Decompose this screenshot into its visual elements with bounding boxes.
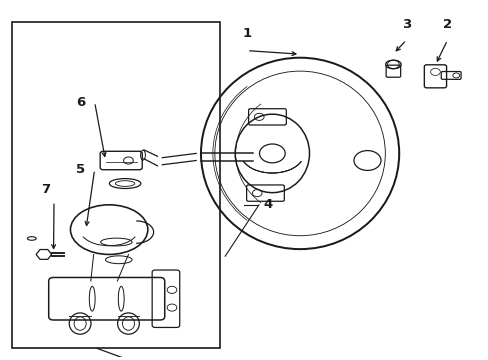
Bar xyxy=(12,22,220,348)
Text: 5: 5 xyxy=(76,163,85,176)
Text: 4: 4 xyxy=(264,198,272,211)
Text: 7: 7 xyxy=(41,183,50,196)
Text: 2: 2 xyxy=(442,18,451,31)
Text: 3: 3 xyxy=(401,18,410,31)
Text: 6: 6 xyxy=(76,95,85,108)
Text: 1: 1 xyxy=(242,27,251,40)
